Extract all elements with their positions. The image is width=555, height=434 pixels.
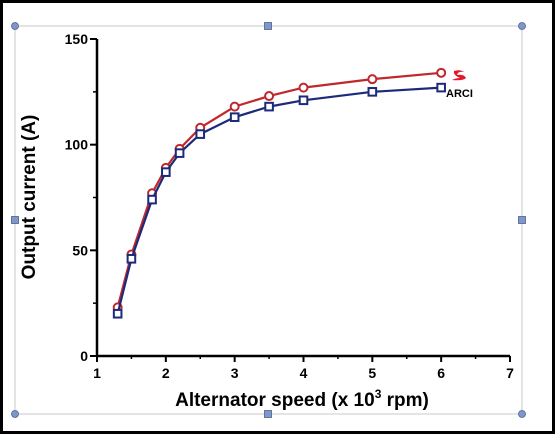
y-axis-title: Output current (A) <box>19 115 40 280</box>
x-tick-label-1: 1 <box>93 365 101 381</box>
series-1 <box>112 67 447 313</box>
series-2-point <box>367 87 378 97</box>
edge-resize-handle-3[interactable] <box>518 216 526 224</box>
edge-resize-handle-2[interactable] <box>11 216 19 224</box>
y-tick-label-50: 50 <box>72 242 88 258</box>
series-2-point <box>229 112 240 122</box>
series-2-point <box>161 167 171 177</box>
axis-ticks <box>90 38 511 362</box>
x-axis-title-main: Alternator speed (x 10 <box>175 390 375 411</box>
series-2-point <box>147 194 157 205</box>
x-axis-title-unit: rpm) <box>381 390 429 411</box>
series-1-point <box>264 91 275 102</box>
x-tick-label-5: 5 <box>368 365 376 381</box>
series-1-point <box>229 101 240 112</box>
x-tick-label-6: 6 <box>437 365 445 381</box>
x-tick-label-2: 2 <box>162 365 170 381</box>
corner-resize-handle-3[interactable] <box>11 410 19 418</box>
series-1-point <box>367 74 378 85</box>
y-tick-label-0: 0 <box>80 348 88 364</box>
corner-resize-handle-1[interactable] <box>11 22 19 30</box>
series-layer <box>112 67 447 319</box>
series-1-point <box>298 82 309 93</box>
series-2-point <box>436 82 446 93</box>
legend-partial-glyph <box>452 70 466 81</box>
x-axis-title: Alternator speed (x 103 rpm) <box>175 387 429 411</box>
series-2-point <box>174 148 185 158</box>
x-tick-label-7: 7 <box>506 365 514 381</box>
corner-resize-handle-2[interactable] <box>518 22 526 30</box>
y-tick-label-150: 150 <box>65 31 89 47</box>
series-2-point <box>126 253 137 264</box>
x-axis-title-exponent: 3 <box>375 387 382 401</box>
series-2-point <box>264 101 274 112</box>
series-2-point <box>112 308 123 319</box>
series-2 <box>112 82 446 319</box>
x-tick-label-4: 4 <box>300 365 308 381</box>
series-2-point <box>298 95 309 106</box>
edge-resize-handle-1[interactable] <box>264 22 272 30</box>
legend-label-arci: ARCI <box>446 88 473 100</box>
selection-handles[interactable] <box>11 22 526 418</box>
series-2-point <box>195 129 206 139</box>
edge-resize-handle-4[interactable] <box>264 410 272 418</box>
tick-labels: 1 2 3 4 5 6 7 0 50 100 150 <box>65 31 514 381</box>
series-1-point <box>436 67 447 78</box>
y-tick-label-100: 100 <box>65 137 89 153</box>
x-tick-label-3: 3 <box>231 365 239 381</box>
corner-resize-handle-4[interactable] <box>518 410 526 418</box>
